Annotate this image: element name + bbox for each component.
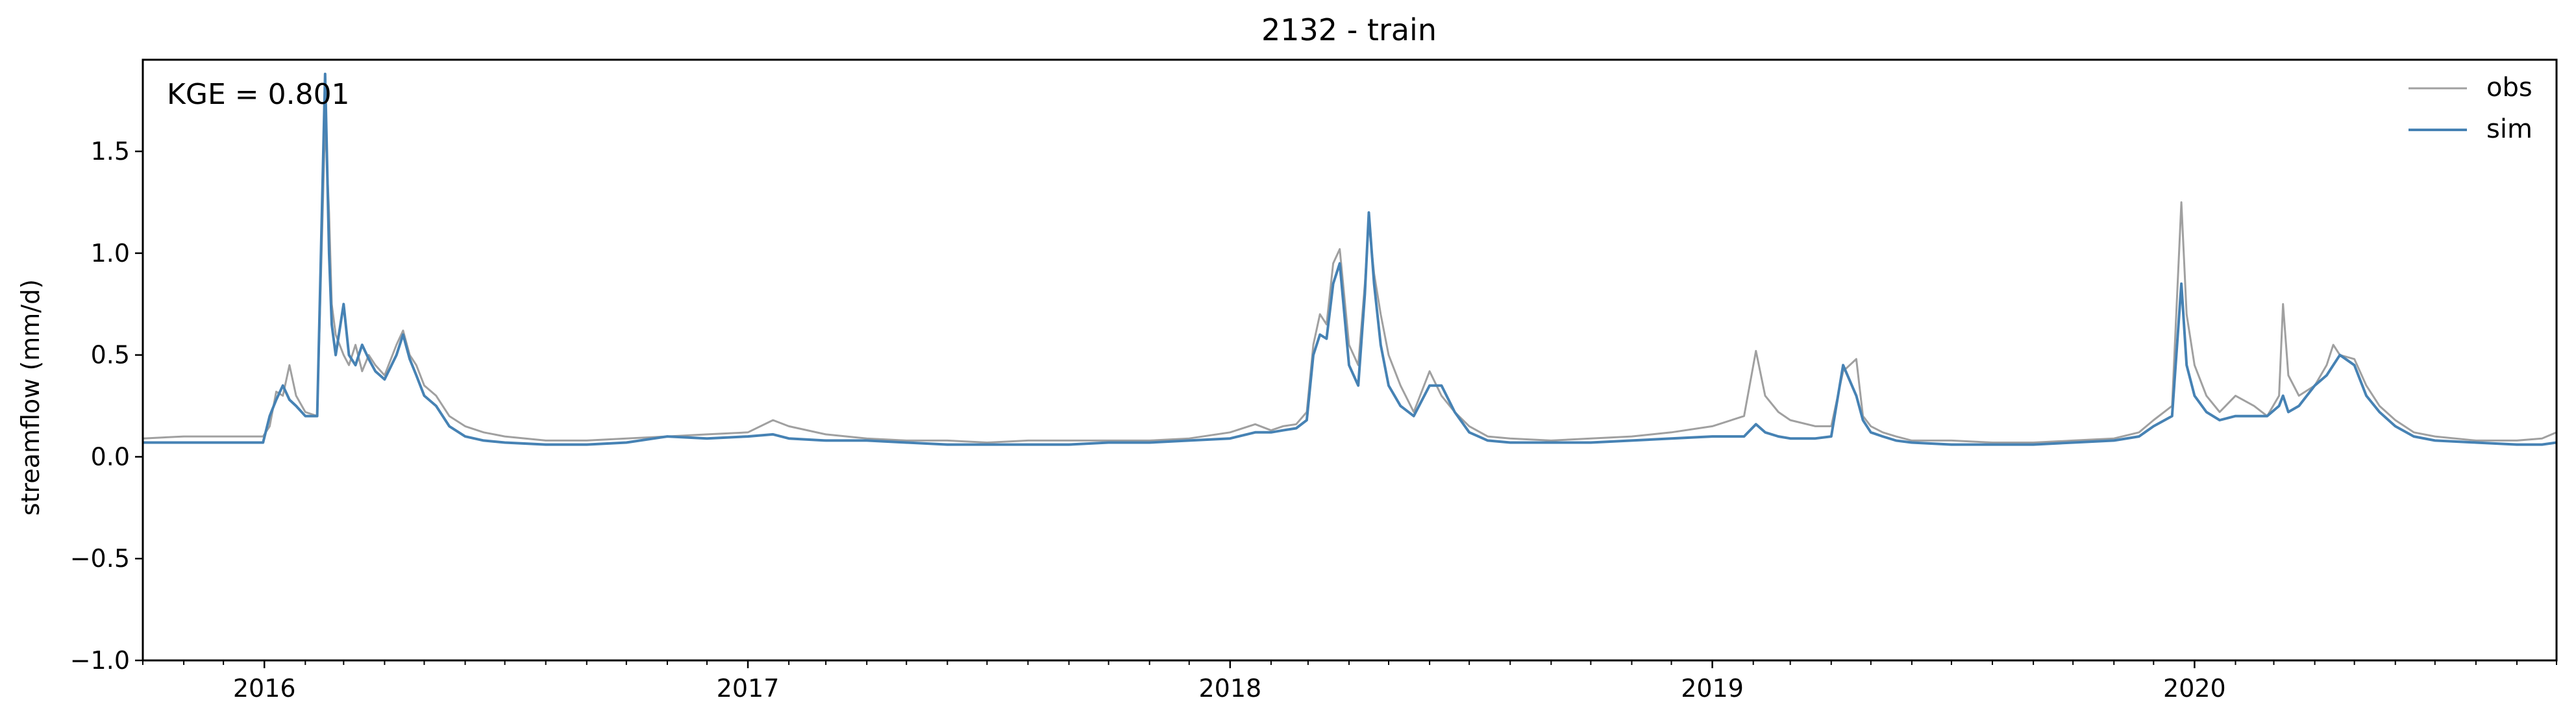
series-layer (142, 72, 2557, 446)
y-tick-label: 0.0 (91, 442, 130, 471)
plot-frame (142, 58, 2558, 662)
y-axis-ticks: −1.0 −0.5 0.0 0.5 1.0 1.5 (70, 137, 143, 675)
y-tick-label: 1.0 (91, 239, 130, 268)
x-tick-label: 2016 (233, 674, 296, 703)
legend-label-sim: sim (2486, 114, 2533, 144)
y-tick-label: −0.5 (70, 544, 130, 573)
y-axis-label: streamflow (mm/d) (16, 279, 45, 516)
chart-title: 2132 - train (1261, 12, 1437, 47)
legend-label-obs: obs (2486, 73, 2533, 103)
x-tick-label: 2020 (2163, 674, 2226, 703)
plot-area (142, 58, 2558, 662)
legend: obs sim (2409, 73, 2533, 144)
y-tick-label: −1.0 (70, 646, 130, 675)
x-tick-label: 2019 (1681, 674, 1744, 703)
kge-annotation: KGE = 0.801 (167, 78, 350, 111)
x-tick-label: 2017 (717, 674, 780, 703)
y-tick-label: 0.5 (91, 341, 130, 369)
x-axis-ticks: 2016 2017 2018 2019 2020 (142, 660, 2557, 703)
y-tick-label: 1.5 (91, 137, 130, 166)
x-tick-label: 2018 (1198, 674, 1261, 703)
series-line-sim (143, 72, 2557, 446)
